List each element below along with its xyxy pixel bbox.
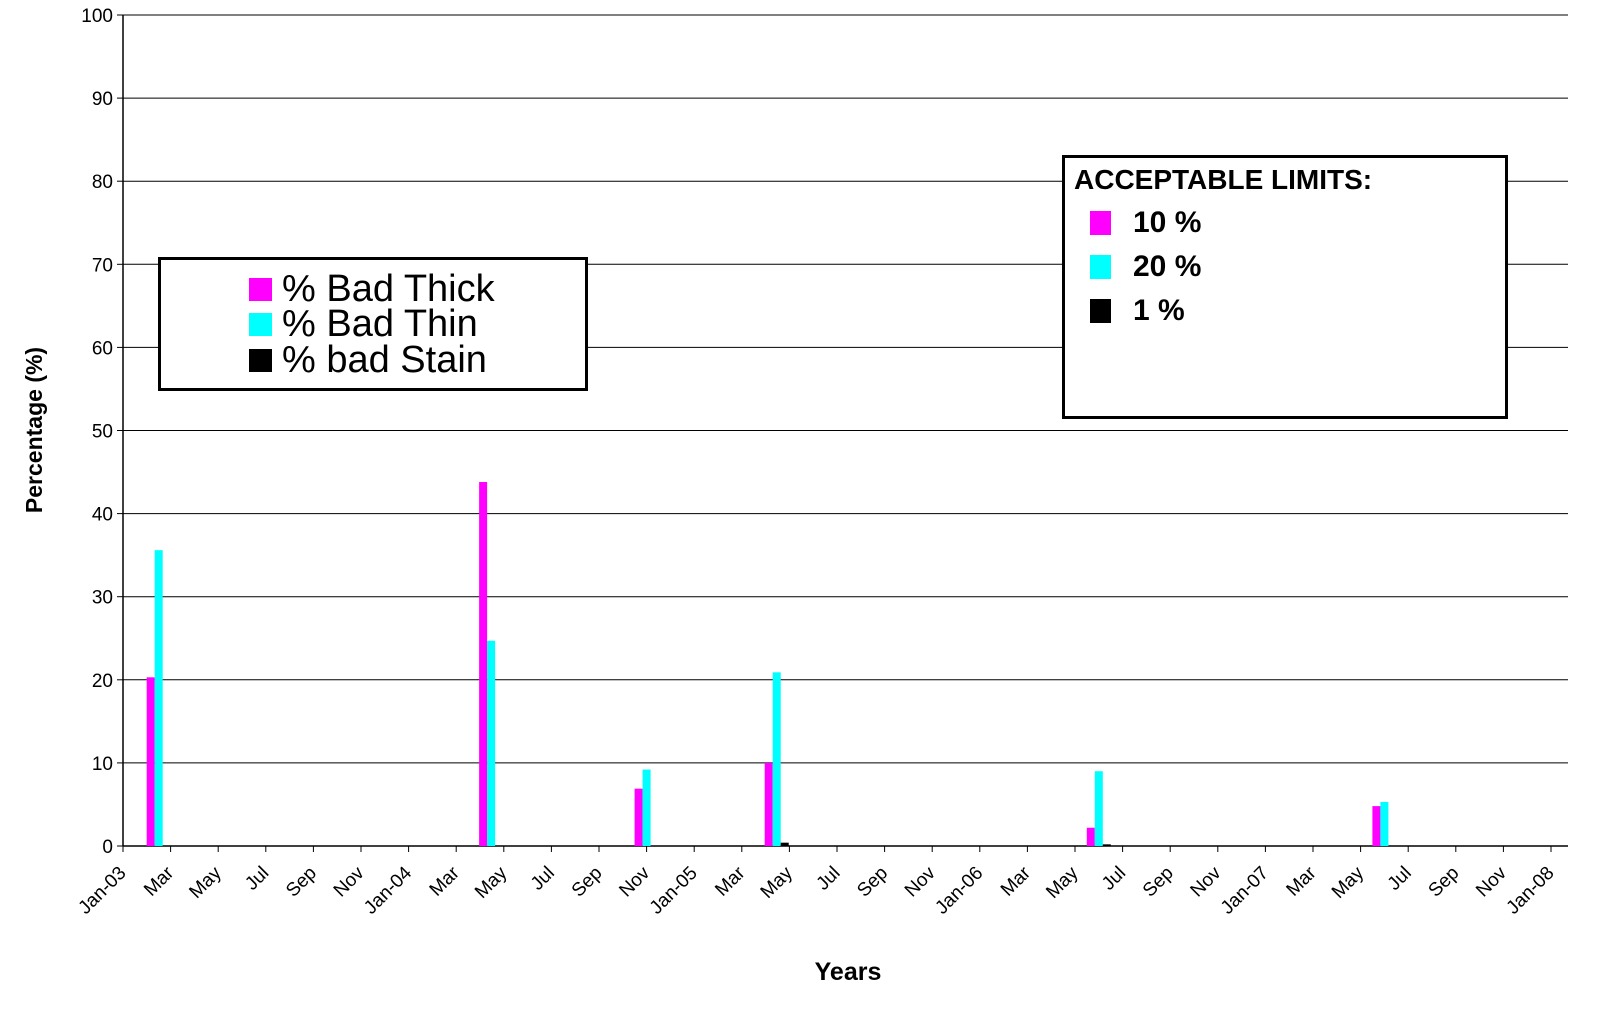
x-tick-label: May <box>185 862 226 903</box>
x-tick-label: Sep <box>1425 863 1464 902</box>
y-tick-label: 30 <box>92 588 113 609</box>
limit-swatch-thick <box>1090 211 1111 235</box>
bar <box>487 640 496 846</box>
y-axis-label: Percentage (%) <box>21 347 47 513</box>
bar <box>479 482 488 846</box>
axes <box>117 14 1568 852</box>
legend-swatch-stain <box>249 348 272 372</box>
x-tick-label: Jan-04 <box>360 862 416 918</box>
y-tick-label: 20 <box>92 671 113 692</box>
bar <box>780 842 789 846</box>
bar <box>642 769 651 846</box>
limit-item-thin: 20 % <box>1090 250 1201 284</box>
bar <box>1086 827 1095 846</box>
bar <box>634 788 643 846</box>
y-tick-labels: 0 10 20 30 40 50 60 70 80 90 100 <box>81 6 113 858</box>
y-tick-label: 0 <box>102 837 113 858</box>
x-tick-label: Nov <box>1472 862 1511 901</box>
bar <box>772 672 781 846</box>
x-tick-label: Jul <box>1384 863 1416 895</box>
x-tick-label: Sep <box>568 863 607 902</box>
y-tick-label: 50 <box>92 422 113 443</box>
y-tick-label: 10 <box>92 754 113 775</box>
x-tick-label: Jan-03 <box>75 863 131 919</box>
bar <box>1372 806 1381 846</box>
legend-item-bad-thick: % Bad Thick <box>249 268 495 310</box>
y-tick-label: 80 <box>92 172 113 193</box>
limit-label-stain: 1 % <box>1133 294 1185 327</box>
limit-item-thick: 10 % <box>1090 206 1201 240</box>
x-tick-label: Mar <box>997 862 1035 900</box>
x-tick-label: Mar <box>711 862 749 900</box>
limit-label-thick: 10 % <box>1133 206 1202 239</box>
limit-swatch-thin <box>1090 255 1111 279</box>
legend-label-thin: % Bad Thin <box>282 303 478 345</box>
legend-label-thick: % Bad Thick <box>282 268 495 310</box>
legend-swatch-thick <box>249 277 272 301</box>
x-tick-label: Sep <box>1139 863 1178 902</box>
x-tick-label: May <box>1042 862 1083 903</box>
x-tick-label: May <box>1328 862 1369 903</box>
x-tick-label: Mar <box>140 862 178 900</box>
x-axis-label: Years <box>815 958 882 986</box>
x-tick-label: Mar <box>1283 862 1321 900</box>
y-tick-label: 70 <box>92 255 113 276</box>
legend-label-stain: % bad Stain <box>282 339 487 381</box>
bar <box>1380 801 1389 846</box>
x-tick-label: Sep <box>853 863 892 902</box>
x-tick-label: Nov <box>330 862 369 901</box>
bar <box>764 762 773 846</box>
limits-title: ACCEPTABLE LIMITS: <box>1074 164 1373 195</box>
legend-item-bad-thin: % Bad Thin <box>249 303 478 345</box>
y-tick-label: 100 <box>81 6 113 27</box>
x-tick-label: Jul <box>241 863 273 895</box>
x-tick-label: Jan-07 <box>1217 863 1273 919</box>
bar <box>1102 844 1111 846</box>
y-tick-label: 90 <box>92 89 113 110</box>
x-tick-label: Jul <box>813 863 845 895</box>
limit-item-stain: 1 % <box>1090 294 1185 328</box>
x-tick-label: Jul <box>527 863 559 895</box>
x-tick-label: Jul <box>1098 863 1130 895</box>
x-tick-label: Nov <box>1187 862 1226 901</box>
y-tick-label: 40 <box>92 505 113 526</box>
legend-swatch-thin <box>249 312 272 336</box>
bar <box>154 550 163 846</box>
x-tick-label: Nov <box>901 862 940 901</box>
x-tick-label: Jan-05 <box>646 863 702 919</box>
x-tick-label: Sep <box>282 863 321 902</box>
legend-item-bad-stain: % bad Stain <box>249 339 487 381</box>
limit-swatch-stain <box>1090 299 1111 323</box>
x-tick-label: May <box>471 862 512 903</box>
bar <box>146 677 155 846</box>
x-tick-label: Jan-08 <box>1503 863 1559 919</box>
x-tick-label: May <box>757 862 798 903</box>
series-legend: % Bad Thick % Bad Thin % bad Stain <box>158 257 588 391</box>
x-tick-label: Mar <box>426 862 464 900</box>
limit-label-thin: 20 % <box>1133 250 1202 283</box>
y-tick-label: 60 <box>92 338 113 359</box>
x-tick-label: Jan-06 <box>931 863 987 919</box>
x-tick-label: Nov <box>615 862 654 901</box>
bars <box>146 482 1389 846</box>
acceptable-limits-box: ACCEPTABLE LIMITS: 10 % 20 % 1 % <box>1062 155 1508 419</box>
bar <box>1094 771 1103 846</box>
